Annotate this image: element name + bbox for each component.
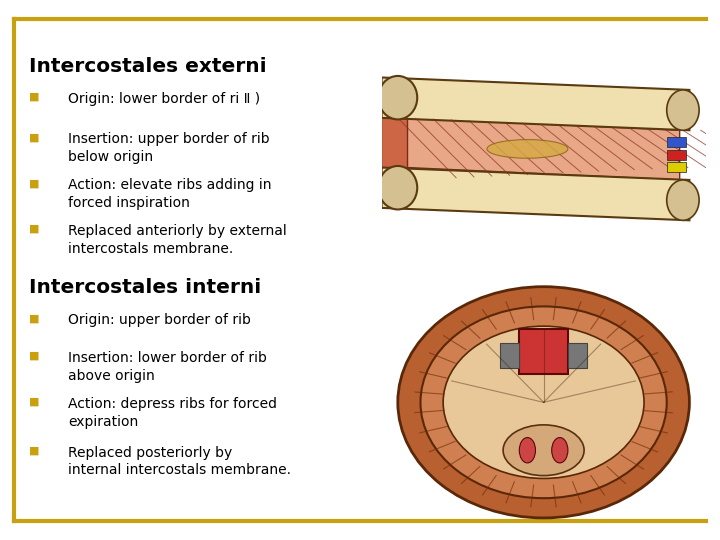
- Text: Action: depress ribs for forced
expiration: Action: depress ribs for forced expirati…: [68, 397, 277, 429]
- Ellipse shape: [667, 90, 699, 130]
- Text: Intercostales externi: Intercostales externi: [29, 57, 266, 76]
- Text: ■: ■: [29, 351, 40, 361]
- Ellipse shape: [379, 76, 418, 119]
- Text: Origin: upper border of rib: Origin: upper border of rib: [68, 313, 251, 327]
- Ellipse shape: [379, 166, 418, 210]
- Bar: [519, 329, 568, 374]
- Polygon shape: [408, 118, 680, 180]
- Text: Replaced posteriorly by
internal intercostals membrane.: Replaced posteriorly by internal interco…: [68, 446, 292, 477]
- Text: Replaced anteriorly by external
intercostals membrane.: Replaced anteriorly by external intercos…: [68, 224, 287, 256]
- Ellipse shape: [552, 437, 568, 463]
- Text: Intercostales interni: Intercostales interni: [29, 278, 261, 297]
- Text: ■: ■: [29, 178, 40, 188]
- Ellipse shape: [503, 425, 584, 476]
- Bar: [667, 162, 686, 172]
- Text: ■: ■: [29, 313, 40, 323]
- Polygon shape: [382, 77, 690, 130]
- Text: ■: ■: [29, 92, 40, 102]
- Bar: [667, 150, 686, 160]
- Text: ■: ■: [29, 397, 40, 407]
- Bar: [500, 343, 519, 368]
- Ellipse shape: [667, 180, 699, 220]
- Text: ■: ■: [29, 224, 40, 234]
- Ellipse shape: [420, 306, 667, 498]
- Text: Action: elevate ribs adding in
forced inspiration: Action: elevate ribs adding in forced in…: [68, 178, 272, 210]
- Polygon shape: [382, 167, 690, 220]
- Text: Insertion: lower border of rib
above origin: Insertion: lower border of rib above ori…: [68, 351, 267, 383]
- Text: ■: ■: [29, 446, 40, 456]
- Ellipse shape: [398, 287, 690, 518]
- Bar: [568, 343, 588, 368]
- Text: Insertion: upper border of rib
below origin: Insertion: upper border of rib below ori…: [68, 132, 270, 164]
- Ellipse shape: [487, 140, 568, 158]
- Text: ■: ■: [29, 132, 40, 143]
- Ellipse shape: [444, 326, 644, 478]
- Bar: [667, 137, 686, 147]
- Ellipse shape: [519, 437, 536, 463]
- Text: Origin: lower border of ri Ⅱ ): Origin: lower border of ri Ⅱ ): [68, 92, 261, 106]
- Polygon shape: [382, 118, 511, 167]
